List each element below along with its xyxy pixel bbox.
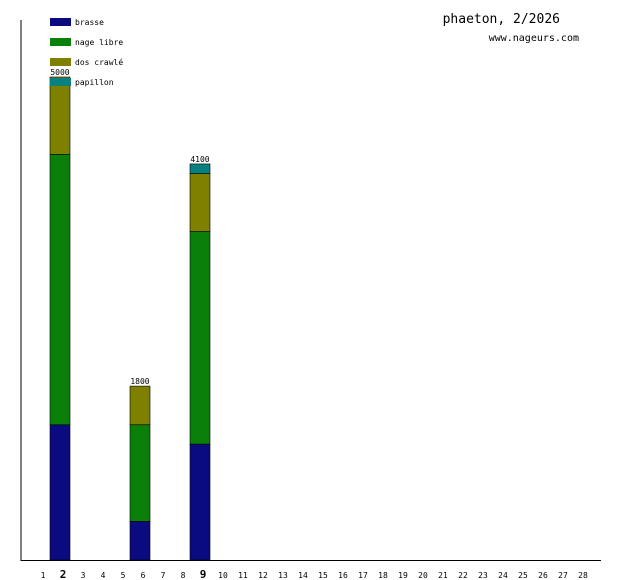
x-tick-19: 19	[398, 571, 408, 580]
total-label-9: 4100	[190, 155, 209, 164]
bar-segment-2-2	[49, 76, 71, 155]
bar-segment-6-0	[129, 521, 151, 561]
x-tick-labels: 1 2 3 4 5 6 7 8 9 10 11 12 13 14 15 16 17 18 19 20 21 22 23 24 2…	[41, 568, 588, 580]
x-tick-14: 14	[298, 571, 308, 580]
legend-label-1: nage libre	[75, 38, 123, 47]
total-label-6: 1800	[130, 377, 149, 386]
x-tick-27: 27	[558, 571, 568, 580]
x-tick-26: 26	[538, 571, 548, 580]
x-tick-16: 16	[338, 571, 348, 580]
legend: brasse nage libre dos crawlé papillon	[50, 18, 123, 87]
x-tick-3: 3	[81, 571, 86, 580]
x-tick-7: 7	[161, 571, 166, 580]
x-tick-22: 22	[458, 571, 468, 580]
x-tick-20: 20	[418, 571, 428, 580]
legend-label-2: dos crawlé	[75, 57, 123, 67]
x-tick-12: 12	[258, 571, 268, 580]
bar-segment-9-2	[189, 173, 211, 232]
total-label-2: 5000	[50, 68, 69, 77]
chart-subtitle: www.nageurs.com	[489, 33, 579, 44]
x-tick-10: 10	[218, 571, 228, 580]
legend-swatch-2	[50, 58, 71, 66]
bar-segment-9-0	[189, 443, 211, 561]
legend-swatch-3	[50, 78, 71, 86]
bar-segment-6-2	[129, 385, 151, 426]
x-tick-24: 24	[498, 571, 508, 580]
x-tick-2: 2	[60, 568, 67, 580]
x-tick-4: 4	[101, 571, 106, 580]
x-tick-18: 18	[378, 571, 388, 580]
legend-swatch-0	[50, 18, 71, 26]
x-tick-9: 9	[200, 568, 207, 580]
x-tick-21: 21	[438, 571, 448, 580]
bar-segment-2-1	[49, 153, 71, 426]
x-tick-5: 5	[121, 571, 126, 580]
totals-layer: 5000 1800 4100	[50, 68, 209, 386]
x-tick-23: 23	[478, 571, 488, 580]
legend-label-0: brasse	[75, 18, 104, 27]
bar-segment-2-0	[49, 424, 71, 561]
chart-title: phaeton, 2/2026	[443, 12, 560, 27]
x-tick-13: 13	[278, 571, 288, 580]
bar-segment-9-3	[189, 163, 211, 174]
legend-swatch-1	[50, 38, 71, 46]
x-tick-17: 17	[358, 571, 368, 580]
x-tick-28: 28	[578, 571, 588, 580]
bars-layer	[49, 76, 211, 561]
bar-segment-6-1	[129, 424, 151, 522]
x-tick-15: 15	[318, 571, 328, 580]
x-tick-8: 8	[181, 571, 186, 580]
bar-segment-9-1	[189, 231, 211, 445]
x-tick-25: 25	[518, 571, 528, 580]
x-tick-11: 11	[238, 571, 248, 580]
x-tick-6: 6	[141, 571, 146, 580]
x-tick-1: 1	[41, 571, 46, 580]
legend-label-3: papillon	[75, 78, 114, 87]
